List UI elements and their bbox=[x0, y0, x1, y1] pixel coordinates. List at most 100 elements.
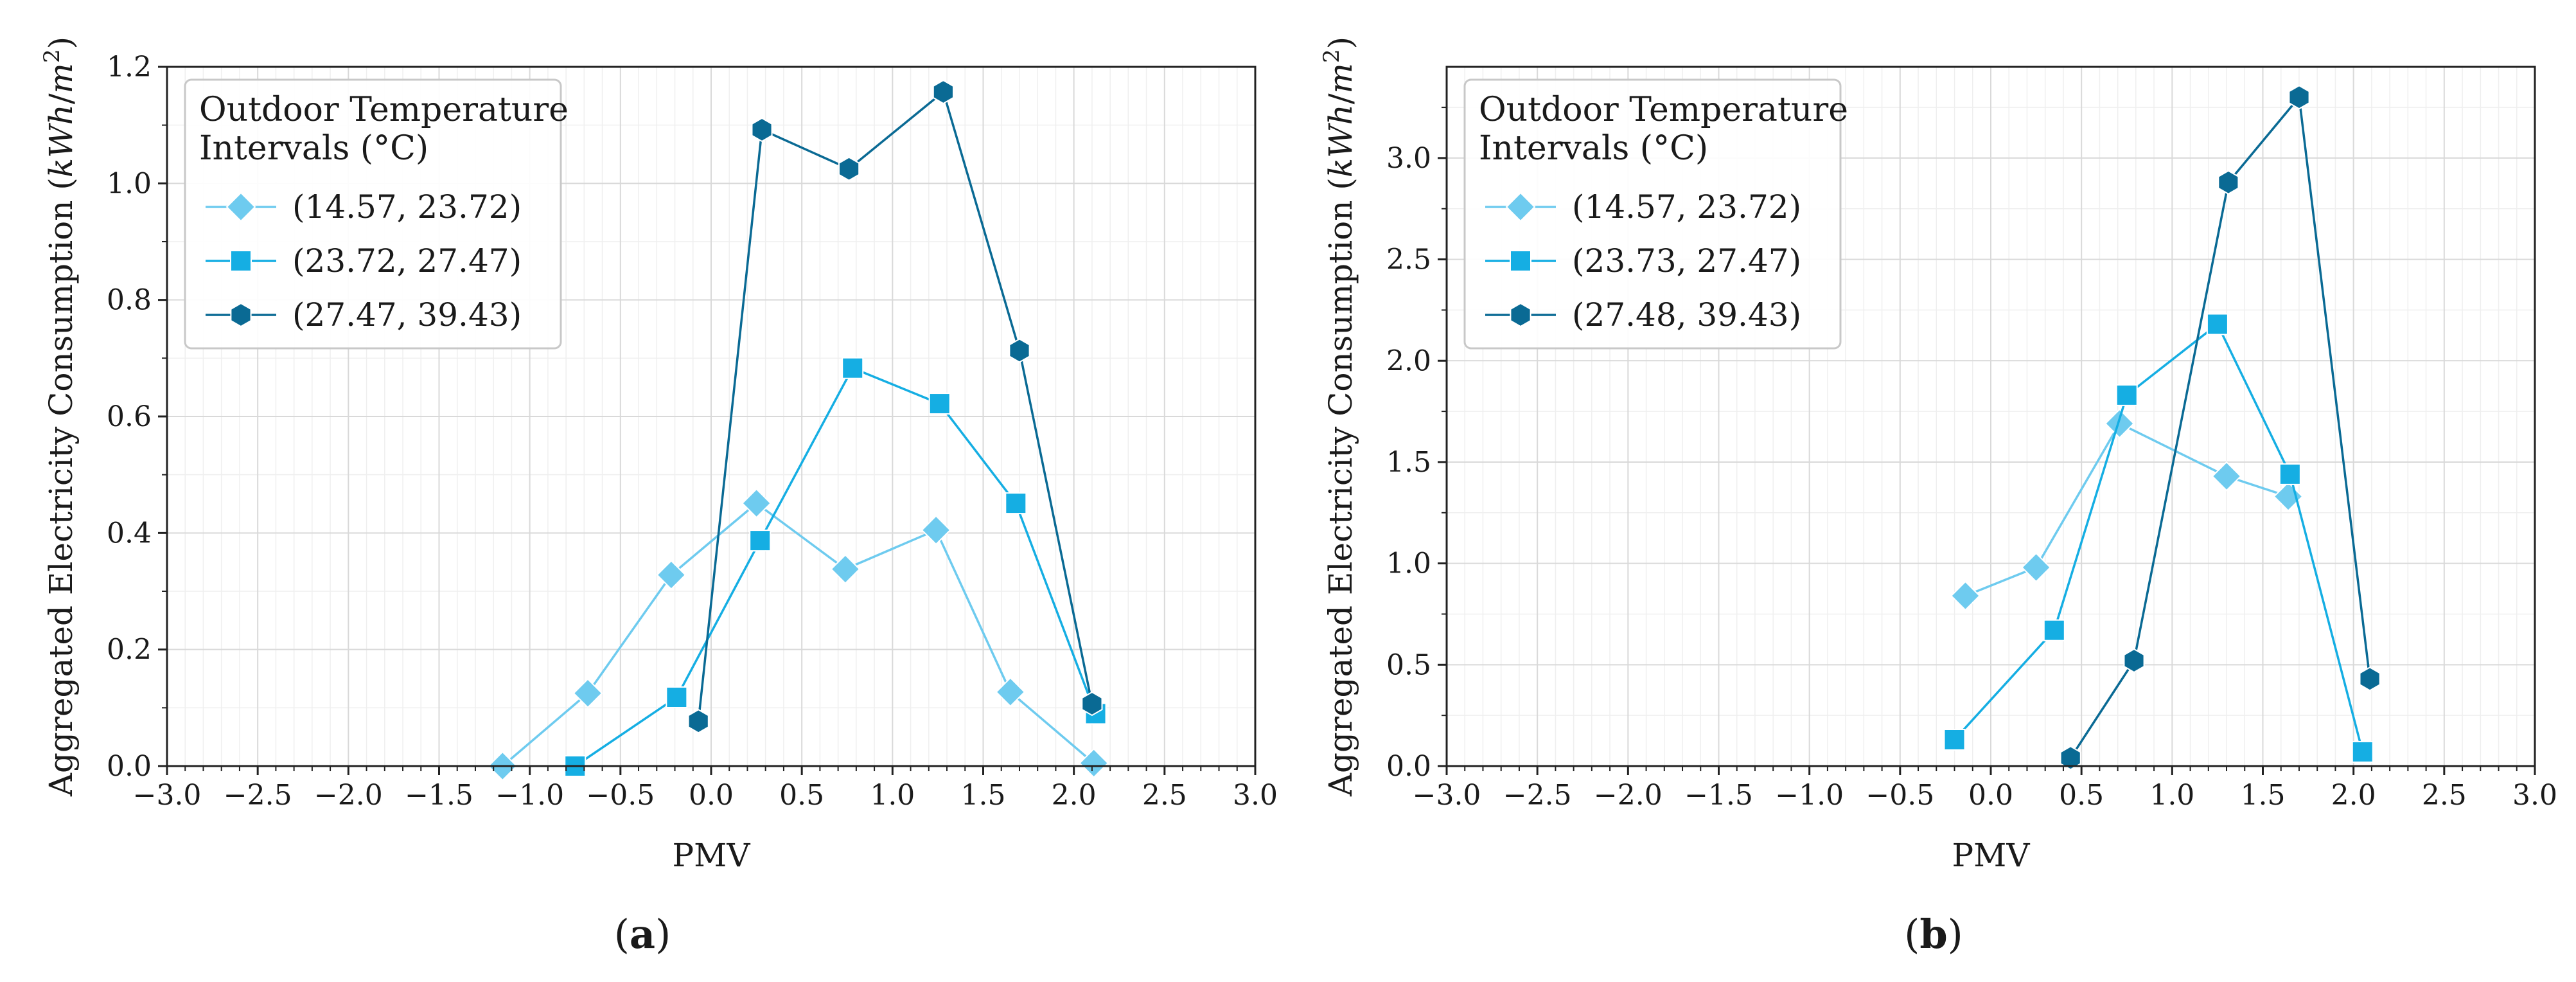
y-axis-title: Aggregated Electricity Consumption (kWh/… bbox=[39, 37, 80, 797]
ticks bbox=[1438, 107, 2536, 775]
data-point-series-3 bbox=[1081, 691, 1103, 717]
x-tick-label: −1.5 bbox=[1684, 779, 1753, 812]
panel-b: −3.0 −2.5 −2.0 −1.5 −1.0 −0.5 0.0 0.5 1.0 1.5 2.0 2… bbox=[1319, 37, 2557, 958]
data-point-series-1 bbox=[995, 677, 1026, 708]
legend-title-line2: Intervals (°C) bbox=[199, 129, 428, 168]
x-tick-label: 2.5 bbox=[2422, 779, 2467, 812]
legend-label-1: (14.57, 23.72) bbox=[1572, 188, 1801, 226]
y-axis-title: Aggregated Electricity Consumption (kWh/… bbox=[1319, 37, 1359, 797]
data-point-series-2 bbox=[2115, 384, 2138, 406]
legend: Outdoor Temperature Intervals (°C) (14.5… bbox=[184, 78, 569, 350]
x-tick-label: 3.0 bbox=[2512, 779, 2557, 812]
x-tick-label: −2.5 bbox=[1503, 779, 1572, 812]
data-point-series-2 bbox=[2206, 313, 2228, 335]
x-tick-labels: −3.0 −2.5 −2.0 −1.5 −1.0 −0.5 0.0 0.5 1.0 1.5 2.0 2… bbox=[133, 779, 1278, 812]
legend-title-line1: Outdoor Temperature bbox=[199, 91, 569, 129]
panel-caption: (a) bbox=[614, 911, 671, 958]
y-tick-label: 1.0 bbox=[1386, 548, 1431, 580]
x-tick-label: 0.0 bbox=[689, 779, 734, 812]
legend-marker-1 bbox=[1505, 192, 1536, 222]
y-tick-label: 0.6 bbox=[107, 400, 152, 433]
x-tick-label: 2.0 bbox=[1052, 779, 1097, 812]
data-point-series-1 bbox=[1079, 748, 1109, 778]
series-layer bbox=[487, 79, 1109, 781]
data-point-series-2 bbox=[2043, 619, 2065, 641]
series-line-2 bbox=[1954, 323, 2364, 753]
legend-marker-2 bbox=[230, 250, 252, 272]
x-tick-label: −1.0 bbox=[495, 779, 564, 812]
data-point-series-3 bbox=[932, 79, 954, 105]
x-tick-label: 1.5 bbox=[2241, 779, 2286, 812]
x-tick-label: 0.5 bbox=[2059, 779, 2104, 812]
x-tick-label: −0.5 bbox=[586, 779, 655, 812]
series-line-3 bbox=[697, 91, 1093, 722]
data-point-series-2 bbox=[1943, 729, 1966, 751]
data-point-series-1 bbox=[921, 515, 951, 546]
x-tick-label: 1.0 bbox=[2149, 779, 2194, 812]
series-layer bbox=[1943, 85, 2381, 771]
y-tick-label: 2.0 bbox=[1386, 344, 1431, 377]
y-tick-label: 1.2 bbox=[107, 51, 152, 84]
legend: Outdoor Temperature Intervals (°C) (14.5… bbox=[1463, 78, 1848, 350]
legend-box bbox=[184, 78, 562, 350]
x-tick-label: 3.0 bbox=[1233, 779, 1278, 812]
x-tick-label: −2.0 bbox=[1594, 779, 1663, 812]
data-point-series-2 bbox=[2351, 740, 2374, 763]
x-tick-label: −3.0 bbox=[133, 779, 202, 812]
data-point-series-1 bbox=[741, 488, 772, 519]
x-axis-title: PMV bbox=[673, 837, 751, 874]
legend-marker-3 bbox=[1510, 302, 1531, 328]
legend-marker-2 bbox=[1510, 250, 1531, 272]
legend-marker-1 bbox=[225, 192, 256, 222]
data-point-series-3 bbox=[1009, 338, 1030, 363]
data-point-series-3 bbox=[2123, 648, 2145, 674]
data-point-series-2 bbox=[842, 357, 864, 379]
y-tick-label: 0.0 bbox=[1386, 750, 1431, 783]
data-point-series-3 bbox=[2288, 85, 2310, 110]
legend-label-3: (27.47, 39.43) bbox=[292, 296, 522, 334]
x-tick-label: −2.0 bbox=[314, 779, 383, 812]
data-point-series-3 bbox=[838, 156, 860, 181]
x-tick-label: −2.5 bbox=[224, 779, 292, 812]
data-point-series-1 bbox=[1950, 580, 1981, 611]
y-tick-labels: 0.0 0.5 1.0 1.5 2.0 2.5 3.0 bbox=[1386, 142, 1431, 783]
series-line-1 bbox=[502, 502, 1095, 767]
data-point-series-1 bbox=[2273, 481, 2304, 512]
y-tick-label: 1.5 bbox=[1386, 446, 1431, 479]
x-tick-label: 1.5 bbox=[961, 779, 1006, 812]
y-tick-label: 0.4 bbox=[107, 517, 152, 549]
y-tick-label: 3.0 bbox=[1386, 142, 1431, 175]
x-tick-label: −1.5 bbox=[405, 779, 473, 812]
data-point-series-1 bbox=[656, 560, 687, 591]
legend-label-1: (14.57, 23.72) bbox=[292, 188, 522, 226]
x-tick-label: 0.5 bbox=[779, 779, 824, 812]
legend-label-2: (23.73, 27.47) bbox=[1572, 242, 1801, 280]
y-tick-label: 0.8 bbox=[107, 284, 152, 317]
data-point-series-1 bbox=[2104, 408, 2135, 439]
data-point-series-1 bbox=[572, 678, 603, 709]
legend-label-3: (27.48, 39.43) bbox=[1572, 296, 1801, 334]
data-point-series-3 bbox=[2060, 745, 2081, 771]
y-tick-label: 1.0 bbox=[107, 167, 152, 200]
data-point-series-1 bbox=[830, 554, 861, 584]
x-tick-labels: −3.0 −2.5 −2.0 −1.5 −1.0 −0.5 0.0 0.5 1.0 1.5 2.0 2… bbox=[1413, 779, 2557, 812]
data-point-series-2 bbox=[1005, 492, 1027, 515]
data-point-series-1 bbox=[2021, 552, 2051, 583]
y-tick-labels: 0.0 0.2 0.4 0.6 0.8 1.0 1.2 bbox=[107, 51, 152, 783]
legend-entries: (14.57, 23.72) (23.72, 27.47) (27.47, 39.4… bbox=[206, 188, 522, 334]
legend-marker-3 bbox=[230, 302, 252, 328]
x-tick-label: 0.0 bbox=[1968, 779, 2013, 812]
data-point-series-3 bbox=[2359, 666, 2381, 692]
y-tick-label: 0.5 bbox=[1386, 648, 1431, 681]
data-point-series-2 bbox=[749, 530, 772, 552]
data-point-series-2 bbox=[2279, 463, 2301, 485]
legend-title-line2: Intervals (°C) bbox=[1479, 129, 1708, 168]
x-tick-label: 1.0 bbox=[870, 779, 915, 812]
legend-title-line1: Outdoor Temperature bbox=[1479, 91, 1848, 129]
data-point-series-2 bbox=[666, 686, 688, 709]
ticks bbox=[158, 66, 1257, 775]
x-tick-label: −1.0 bbox=[1775, 779, 1844, 812]
x-tick-label: −0.5 bbox=[1866, 779, 1934, 812]
x-tick-label: 2.5 bbox=[1142, 779, 1187, 812]
